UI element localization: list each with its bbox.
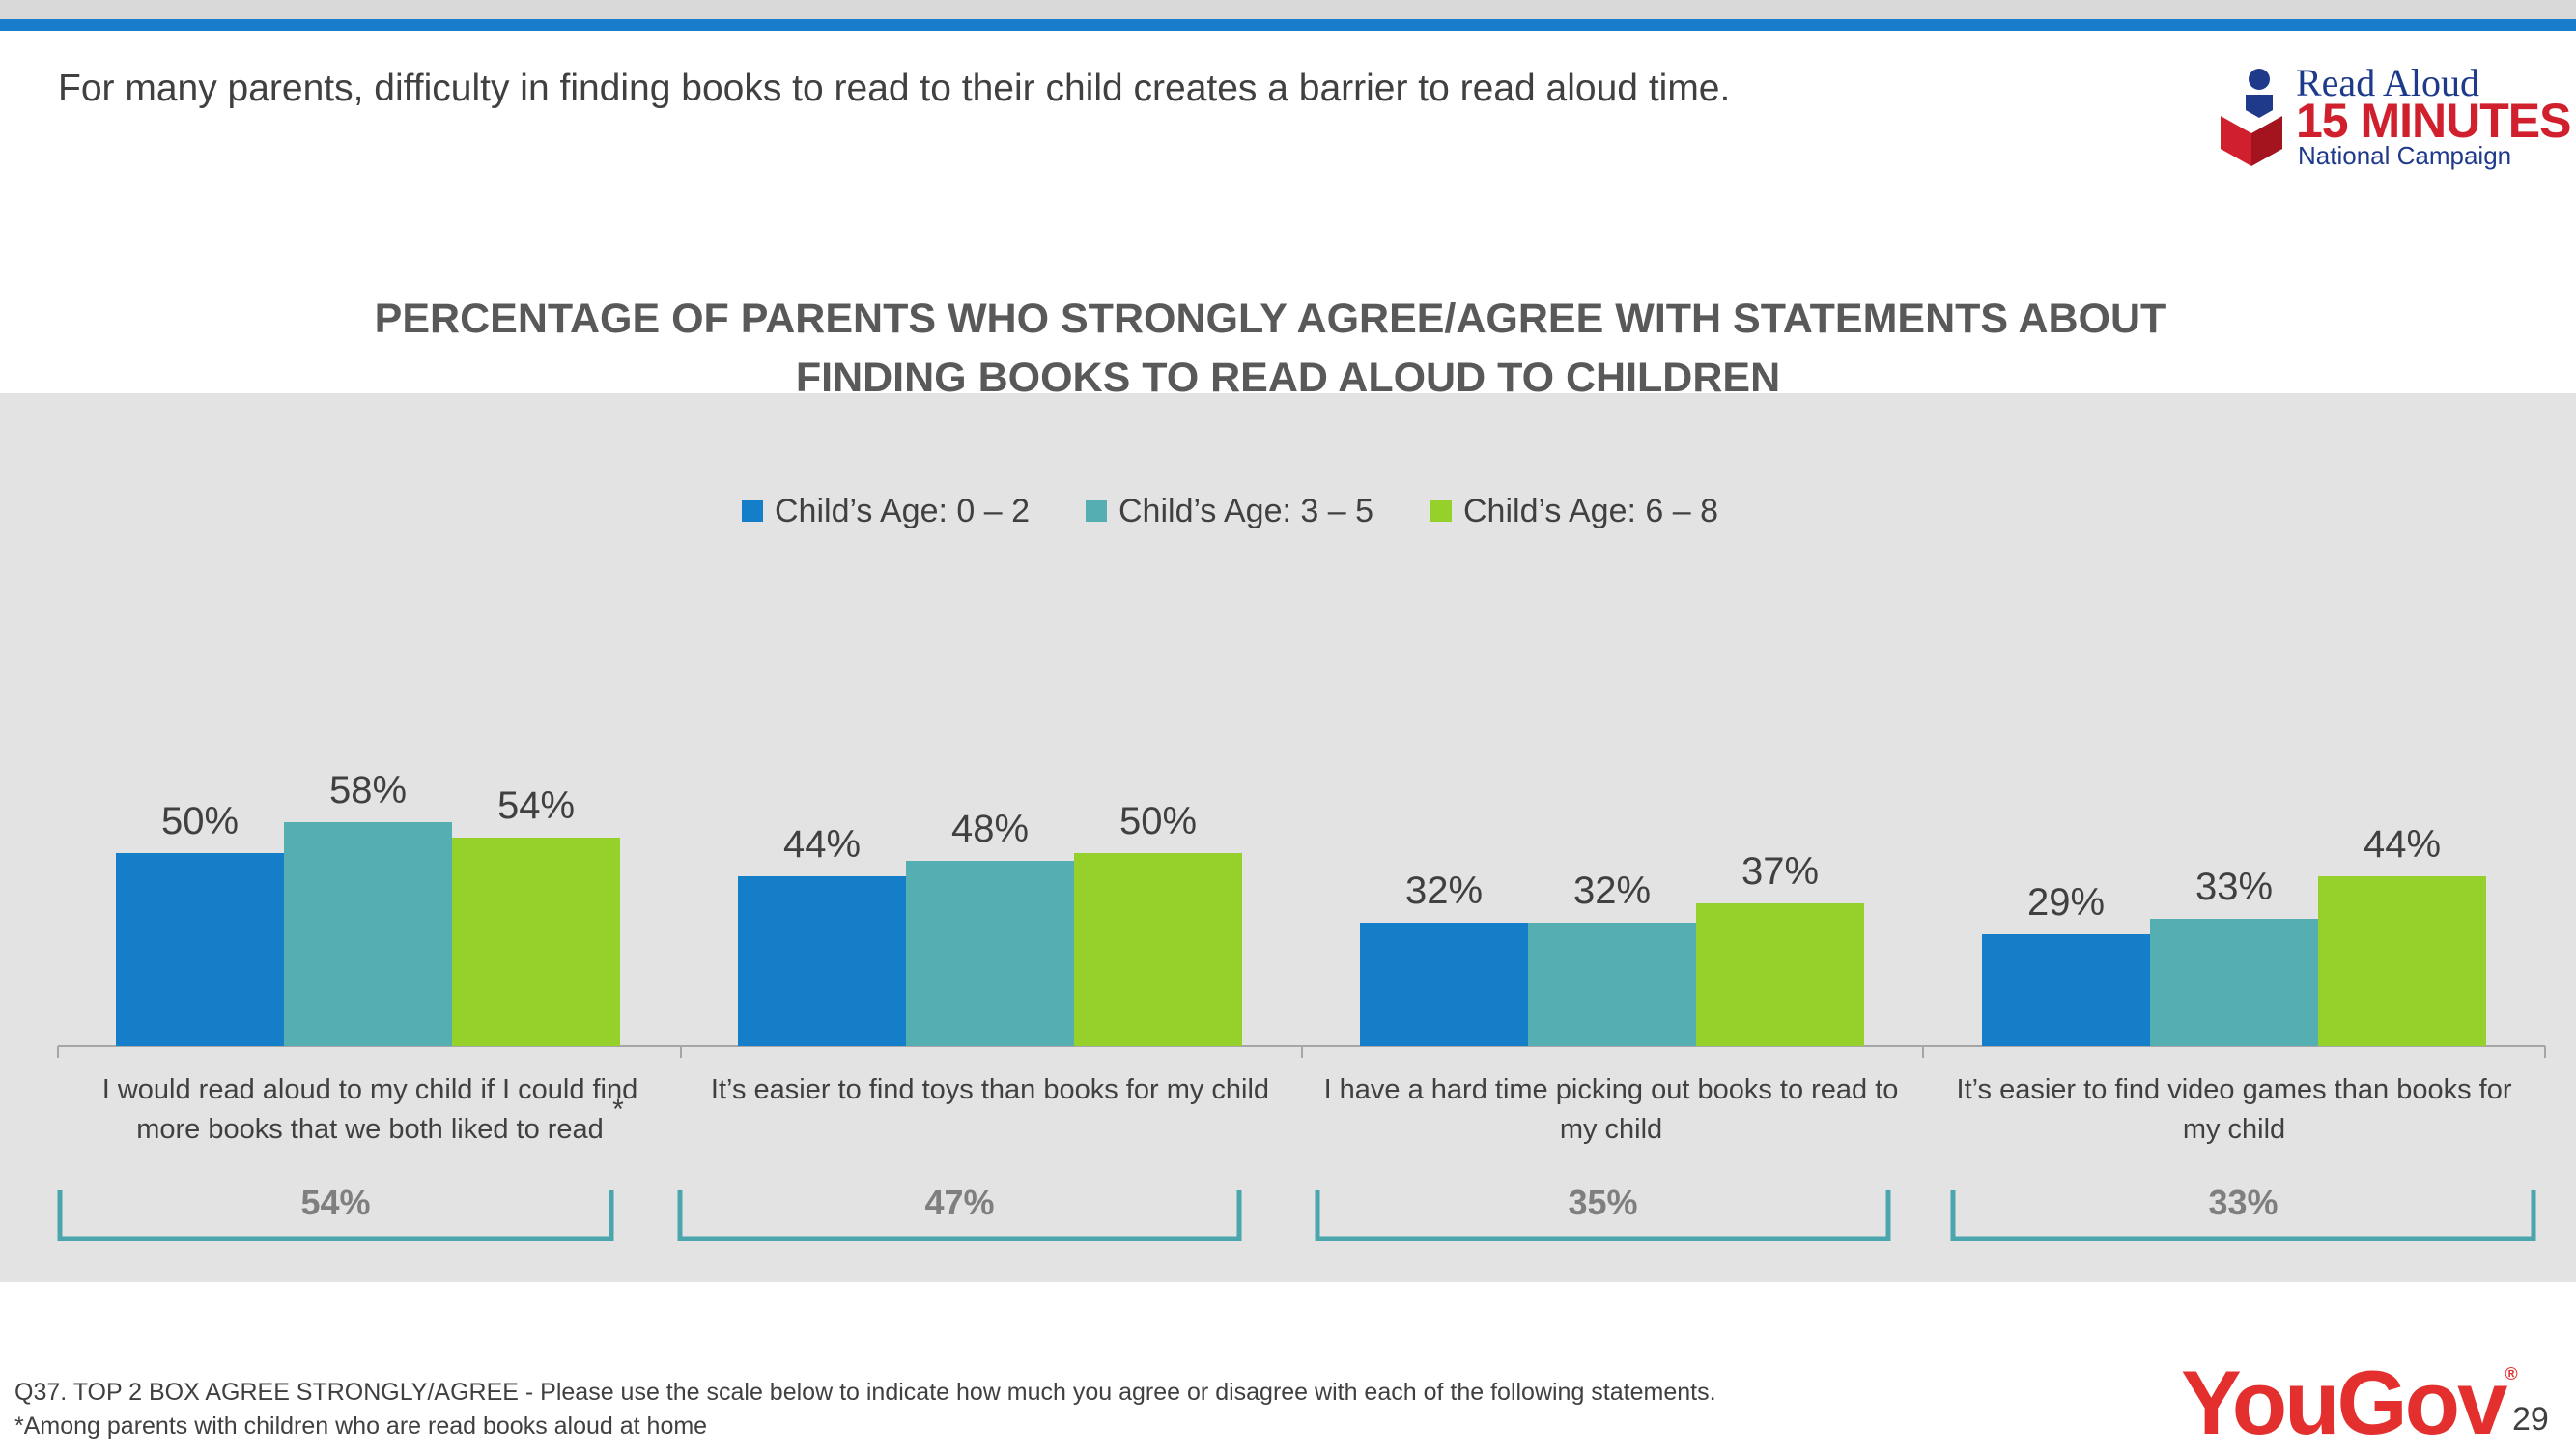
headline: For many parents, difficulty in finding … [58,68,1731,109]
data-label-series-1-cat-2: 32% [1573,870,1651,912]
bar-series-2-cat-0 [452,838,620,1046]
yougov-logo: YouGov® [2181,1351,2518,1455]
read-aloud-book-icon [2221,69,2282,166]
bar-series-1-cat-0 [284,822,452,1046]
data-label-series-0-cat-1: 44% [783,823,861,866]
footnote-base: *Among parents with children who are rea… [14,1412,708,1440]
data-label-series-1-cat-3: 33% [2195,866,2273,908]
page-number: 29 [2512,1401,2549,1438]
total-bracket-1 [677,1190,1242,1241]
data-label-series-0-cat-0: 50% [161,800,239,842]
legend-item-age-0-2: Child’s Age: 0 – 2 [742,493,1030,530]
category-label-3-line-0: It’s easier to find video games than boo… [1957,1074,2512,1105]
legend-swatch-age-3-5 [1086,500,1107,523]
legend-swatch-age-6-8 [1430,500,1452,523]
bar-series-0-cat-1 [738,876,906,1046]
yougov-wordmark: YouGov [2181,1352,2507,1453]
total-bracket-3 [1950,1190,2536,1241]
chart-title-line1: PERCENTAGE OF PARENTS WHO STRONGLY AGREE… [374,296,2166,342]
legend-swatch-age-0-2 [742,500,763,523]
legend-label-age-6-8: Child’s Age: 6 – 8 [1463,493,1718,529]
category-label-2-line-0: I have a hard time picking out books to … [1324,1074,1899,1105]
category-label-0-line-1: more books that we both liked to read [136,1114,604,1145]
logo-text-read-aloud: Read Aloud [2296,61,2479,104]
bar-series-2-cat-2 [1696,903,1864,1046]
logo-text-15-minutes: 15 MINUTES [2296,94,2572,148]
category-label-3-line-1: my child [2183,1114,2285,1145]
legend-label-age-3-5: Child’s Age: 3 – 5 [1118,493,1373,529]
bar-series-1-cat-3 [2150,919,2318,1046]
data-label-series-0-cat-3: 29% [2027,881,2105,924]
bar-series-1-cat-1 [906,861,1074,1046]
logo-text-national-campaign: National Campaign [2298,141,2512,170]
total-label-2: 35% [1568,1183,1637,1222]
bar-series-1-cat-2 [1528,923,1696,1046]
total-label-3: 33% [2208,1183,2278,1222]
category-label-2-line-1: my child [1560,1114,1662,1145]
asterisk-mark: * [612,1094,624,1126]
top-rule-grey [0,0,2576,19]
chart-title-line2: FINDING BOOKS TO READ ALOUD TO CHILDREN [795,355,1781,401]
bar-series-0-cat-0 [116,853,284,1046]
read-aloud-logo: Read Aloud 15 MINUTES National Campaign [2217,60,2572,176]
data-label-series-1-cat-1: 48% [951,808,1029,850]
top-rule-blue [0,19,2576,31]
bar-series-0-cat-2 [1360,923,1528,1046]
total-label-0: 54% [300,1183,370,1222]
total-label-1: 47% [924,1183,994,1222]
bar-series-2-cat-3 [2318,876,2486,1046]
data-label-series-2-cat-3: 44% [2364,823,2441,866]
legend-item-age-6-8: Child’s Age: 6 – 8 [1430,493,1718,530]
data-label-series-2-cat-0: 54% [497,785,575,827]
category-label-0-line-0: I would read aloud to my child if I coul… [102,1074,638,1105]
registered-mark: ® [2505,1364,2518,1384]
legend-label-age-0-2: Child’s Age: 0 – 2 [775,493,1030,529]
bar-series-0-cat-3 [1982,934,2150,1046]
bar-series-2-cat-1 [1074,853,1242,1046]
total-bracket-0 [57,1190,614,1241]
data-label-series-2-cat-1: 50% [1119,800,1197,842]
footnote-question: Q37. TOP 2 BOX AGREE STRONGLY/AGREE - Pl… [14,1379,1716,1406]
total-bracket-2 [1315,1190,1891,1241]
legend-item-age-3-5: Child’s Age: 3 – 5 [1086,493,1373,530]
data-label-series-0-cat-2: 32% [1405,870,1483,912]
data-label-series-1-cat-0: 58% [329,769,407,812]
data-label-series-2-cat-2: 37% [1741,850,1819,893]
category-label-1-line-0: It’s easier to find toys than books for … [711,1074,1269,1105]
